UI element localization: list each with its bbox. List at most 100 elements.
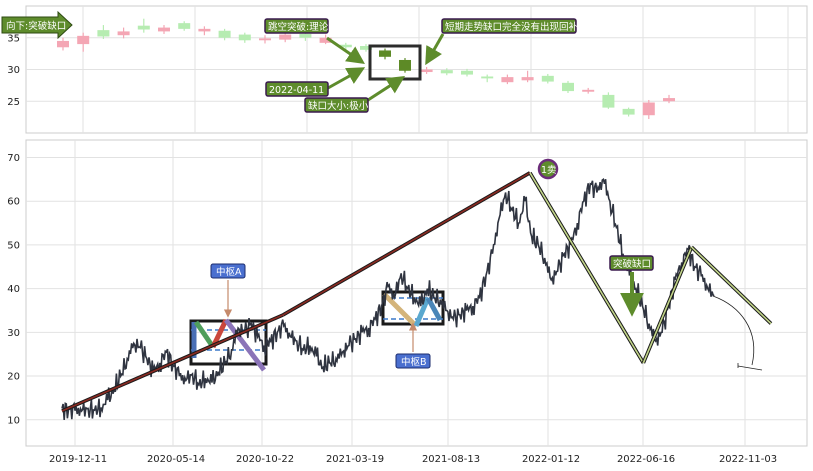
bi-stroke-series xyxy=(61,171,773,413)
gap-note-text: 短期走势缺口完全没有出现回补 xyxy=(445,21,579,33)
breakout-gap-label: 突破缺口 xyxy=(609,255,654,317)
label-down-break: 向下:突破缺口 xyxy=(1,10,73,40)
zhongshu-a-label: 中枢A xyxy=(210,263,246,318)
top-y-tick-label: 30 xyxy=(7,65,20,76)
arrow-gap-date xyxy=(327,67,366,90)
candle-body xyxy=(501,77,514,83)
candle-body xyxy=(642,102,655,116)
bottom-x-tick-label: 2020-05-14 xyxy=(147,454,205,465)
candle-body xyxy=(562,82,574,92)
top-y-tick-label: 35 xyxy=(7,33,20,44)
bottom-x-tick-label: 2020-10-22 xyxy=(236,454,294,465)
candle-body xyxy=(279,34,292,40)
zhongshu-a-leg4 xyxy=(224,318,266,372)
candle-body xyxy=(137,25,150,30)
top-y-axis: 25 30 35 xyxy=(7,33,807,108)
bottom-x-tick-label: 2022-06-16 xyxy=(617,454,675,465)
candle-body xyxy=(238,34,251,41)
candle-body xyxy=(77,35,90,45)
down-break-text: 向下:突破缺口 xyxy=(6,20,66,32)
candle-body xyxy=(178,23,191,29)
candlestick-series xyxy=(57,18,675,120)
zhongshu-b-label-text: 中枢B xyxy=(401,356,427,368)
candle-body xyxy=(521,77,534,81)
bottom-x-tick-label: 2022-01-12 xyxy=(522,454,580,465)
zhongshu-b-leg3 xyxy=(425,296,443,322)
sell-point-text: 1卖 xyxy=(541,165,557,176)
bi-stroke xyxy=(529,172,645,364)
bi-stroke xyxy=(691,246,772,325)
gap-note-box xyxy=(441,18,577,34)
bi-stroke xyxy=(282,172,531,316)
bottom-y-tick-label: 10 xyxy=(7,415,20,426)
candle-body xyxy=(319,37,332,43)
candle-body xyxy=(461,70,473,75)
candle-body xyxy=(420,69,433,73)
gap-size-text: 缺口大小:极小 xyxy=(308,100,369,112)
bottom-x-axis: 2019-12-11 2020-05-14 2020-10-22 2021-03-19… xyxy=(49,454,777,465)
label-gap-size: 缺口大小:极小 xyxy=(304,97,369,113)
candle-body xyxy=(602,94,615,108)
gap-theory-box xyxy=(264,18,329,34)
down-break-arrow-shape xyxy=(1,10,73,40)
candle-body xyxy=(97,30,110,37)
projection-curve xyxy=(712,295,755,366)
label-gap-theory: 跳空突破:理论 xyxy=(264,18,329,34)
bottom-grid xyxy=(26,140,807,446)
gap-date-box xyxy=(265,81,329,97)
bottom-y-tick-label: 20 xyxy=(7,372,20,383)
zhongshu-b-leg2 xyxy=(413,297,431,327)
sell-point-circle xyxy=(537,158,559,180)
arrow-gap-theory xyxy=(326,36,365,65)
zhongshu-a-label-box xyxy=(210,263,246,279)
arrow-gap-size xyxy=(367,76,406,102)
bottom-y-tick-label: 50 xyxy=(7,240,20,251)
bottom-y-tick-label: 40 xyxy=(7,284,20,295)
bottom-x-tick-label: 2021-03-19 xyxy=(326,454,384,465)
price-line xyxy=(61,177,715,421)
candle-body xyxy=(481,76,494,79)
candle-body xyxy=(259,38,271,41)
candle-body xyxy=(117,31,130,36)
candle-body xyxy=(379,50,391,57)
candle-body xyxy=(541,75,554,82)
bottom-y-tick-label: 70 xyxy=(7,153,20,164)
candle-body xyxy=(582,89,595,92)
bottom-y-axis: 10 20 30 40 50 60 70 xyxy=(7,153,20,426)
candle-body xyxy=(339,44,352,48)
bottom-x-tick-label: 2022-11-03 xyxy=(719,454,777,465)
bottom-y-tick-label: 30 xyxy=(7,328,20,339)
zhongshu-a-label-text: 中枢A xyxy=(216,266,242,278)
top-panel: 25 30 35 向下:突破缺口 跳空突破:理论 短期走势缺口完全没有出现回补 20… xyxy=(1,5,808,134)
zhongshu-b-label-box xyxy=(395,353,431,369)
candle-body xyxy=(360,46,372,50)
bottom-x-tick-label: 2019-12-11 xyxy=(49,454,107,465)
zhongshu-a-leg2 xyxy=(193,320,216,349)
zhongshu-b-leg1 xyxy=(382,292,418,328)
gap-size-box xyxy=(304,97,369,113)
candle-body xyxy=(218,30,231,38)
candle-body xyxy=(198,28,211,32)
bi-stroke xyxy=(642,246,693,364)
gap-theory-text: 跳空突破:理论 xyxy=(268,21,329,33)
breakout-gap-box xyxy=(609,255,654,271)
candle-body xyxy=(622,108,635,115)
candle-body xyxy=(663,98,675,102)
arrow-gap-note xyxy=(425,33,445,66)
zhongshu-b-label: 中枢B xyxy=(395,322,431,369)
gap-date-text: 2022-04-11 xyxy=(269,85,324,96)
sell-point-marker: 1卖 xyxy=(537,158,559,180)
projection-tick xyxy=(737,365,763,371)
label-gap-note: 短期走势缺口完全没有出现回补 xyxy=(441,18,579,34)
candle-body xyxy=(57,40,69,48)
candle-body xyxy=(158,27,170,32)
bottom-x-tick-label: 2021-08-13 xyxy=(422,454,480,465)
candle-body xyxy=(440,70,453,74)
bottom-y-tick-label: 60 xyxy=(7,197,20,208)
bottom-panel: 10 20 30 40 50 60 70 2019-12-11 2020-05-14 2020-… xyxy=(7,139,808,465)
label-gap-date: 2022-04-11 xyxy=(265,81,329,97)
top-y-tick-label: 25 xyxy=(7,97,20,108)
candle-body xyxy=(399,59,411,71)
bi-stroke xyxy=(61,314,284,412)
